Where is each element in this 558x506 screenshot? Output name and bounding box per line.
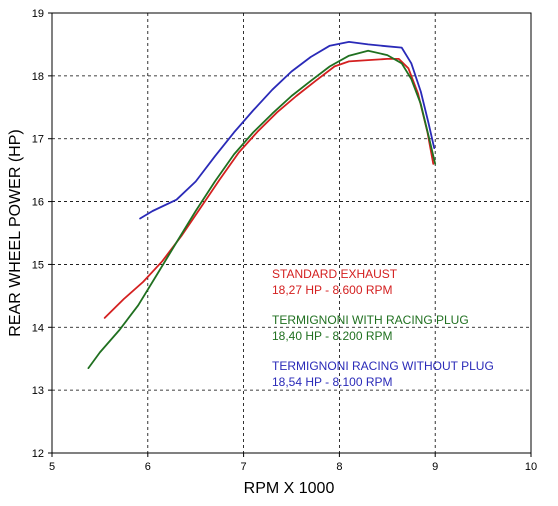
legend-name-2: TERMIGNONI WITH RACING PLUG xyxy=(272,313,469,327)
axis-ticks: 5 6 7 8 9 10 12 13 14 15 16 17 18 19 xyxy=(32,8,537,473)
x-tick-label-7: 7 xyxy=(241,461,247,473)
y-tick-label-19: 19 xyxy=(32,8,44,20)
legend-summary-1: 18,27 HP - 8.600 RPM xyxy=(272,283,393,297)
series-line-2 xyxy=(87,49,437,369)
x-tick-label-10: 10 xyxy=(525,461,537,473)
x-tick-label-6: 6 xyxy=(145,461,151,473)
plot-area xyxy=(51,12,532,454)
series-line-1 xyxy=(103,58,435,319)
x-tick-label-5: 5 xyxy=(49,461,55,473)
x-tick-label-9: 9 xyxy=(432,461,438,473)
x-tick-label-8: 8 xyxy=(336,461,342,473)
series-lines xyxy=(87,41,437,369)
legend: STANDARD EXHAUST 18,27 HP - 8.600 RPM TERM… xyxy=(272,267,494,389)
x-axis-title: RPM X 1000 xyxy=(244,480,335,497)
y-tick-label-16: 16 xyxy=(32,197,44,209)
y-axis-title: REAR WHEEL POWER (HP) xyxy=(7,129,24,336)
y-tick-label-14: 14 xyxy=(32,322,44,334)
grid-lines xyxy=(52,13,531,453)
y-tick-label-15: 15 xyxy=(32,259,44,271)
y-tick-label-18: 18 xyxy=(32,71,44,83)
legend-name-3: TERMIGNONI RACING WITHOUT PLUG xyxy=(272,359,494,373)
y-tick-label-12: 12 xyxy=(32,448,44,460)
series-line-3 xyxy=(139,41,436,220)
legend-summary-2: 18,40 HP - 8.200 RPM xyxy=(272,329,393,343)
legend-summary-3: 18,54 HP - 8.100 RPM xyxy=(272,375,393,389)
legend-name-1: STANDARD EXHAUST xyxy=(272,267,398,281)
y-tick-label-13: 13 xyxy=(32,385,44,397)
y-tick-label-17: 17 xyxy=(32,134,44,146)
